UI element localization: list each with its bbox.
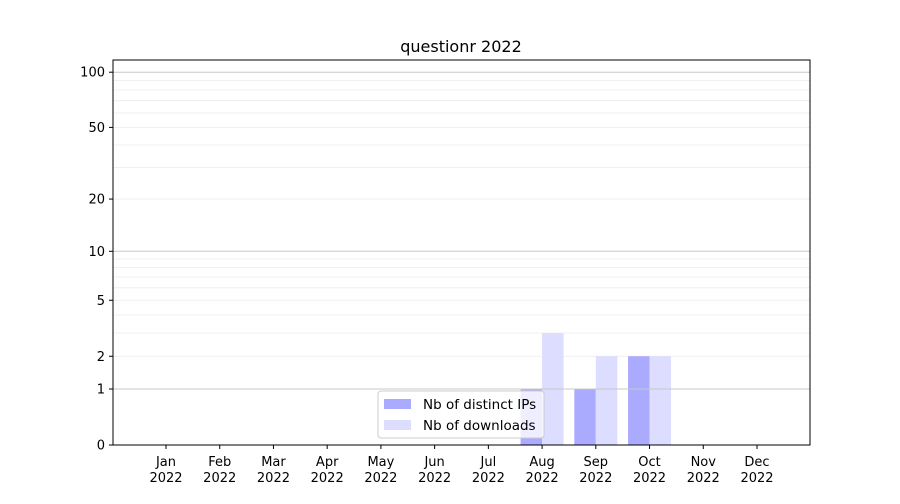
x-tick-label: 2022 xyxy=(687,471,720,486)
y-tick-label: 2 xyxy=(97,350,105,365)
x-tick-label: Apr xyxy=(316,455,339,470)
x-tick-label: 2022 xyxy=(364,471,397,486)
y-tick-label: 1 xyxy=(97,383,105,398)
x-tick-label: Aug xyxy=(529,455,554,470)
y-tick-label: 20 xyxy=(88,193,105,208)
bar-downloads xyxy=(595,356,618,445)
legend-frame xyxy=(377,390,545,439)
x-tick-label: 2022 xyxy=(418,471,451,486)
x-tick-label: 2022 xyxy=(633,471,666,486)
y-tick-label: 50 xyxy=(88,121,105,136)
legend-swatch-downloads xyxy=(384,420,411,430)
y-tick-label: 100 xyxy=(80,66,105,81)
x-tick-label: Jul xyxy=(480,455,497,470)
grid xyxy=(113,80,810,357)
x-axis: Jan2022Feb2022Mar2022Apr2022May2022Jun20… xyxy=(149,445,774,486)
x-tick-label: Feb xyxy=(208,455,231,470)
x-tick-label: Jan xyxy=(155,455,176,470)
x-tick-label: Nov xyxy=(691,455,717,470)
x-tick-label: Oct xyxy=(638,455,660,470)
y-tick-label: 5 xyxy=(97,294,105,309)
x-tick-label: Dec xyxy=(744,455,769,470)
x-tick-label: 2022 xyxy=(526,471,559,486)
bar-ips xyxy=(628,356,650,445)
legend-label-downloads: Nb of downloads xyxy=(423,418,536,434)
legend-label-ips: Nb of distinct IPs xyxy=(423,397,536,413)
chart-title: questionr 2022 xyxy=(400,37,522,56)
x-tick-label: Sep xyxy=(584,455,609,470)
x-tick-label: 2022 xyxy=(579,471,612,486)
x-tick-label: 2022 xyxy=(203,471,236,486)
bar-ips xyxy=(574,389,596,445)
y-tick-label: 0 xyxy=(97,439,105,454)
y-axis: 0 1 2 5 10 20 50 100 xyxy=(80,66,113,454)
x-tick-label: 2022 xyxy=(311,471,344,486)
y-tick-label: 10 xyxy=(88,245,105,260)
x-tick-label: 2022 xyxy=(740,471,773,486)
legend-swatch-ips xyxy=(384,399,411,409)
x-tick-label: 2022 xyxy=(149,471,182,486)
x-tick-label: Jun xyxy=(423,455,444,470)
legend: Nb of distinct IPs Nb of downloads xyxy=(377,390,545,439)
x-tick-label: Mar xyxy=(261,455,286,470)
x-tick-label: May xyxy=(367,455,394,470)
x-tick-label: 2022 xyxy=(257,471,290,486)
bar-downloads xyxy=(649,356,672,445)
plot-frame xyxy=(112,59,811,446)
x-tick-label: 2022 xyxy=(472,471,505,486)
major-grid xyxy=(113,71,810,390)
